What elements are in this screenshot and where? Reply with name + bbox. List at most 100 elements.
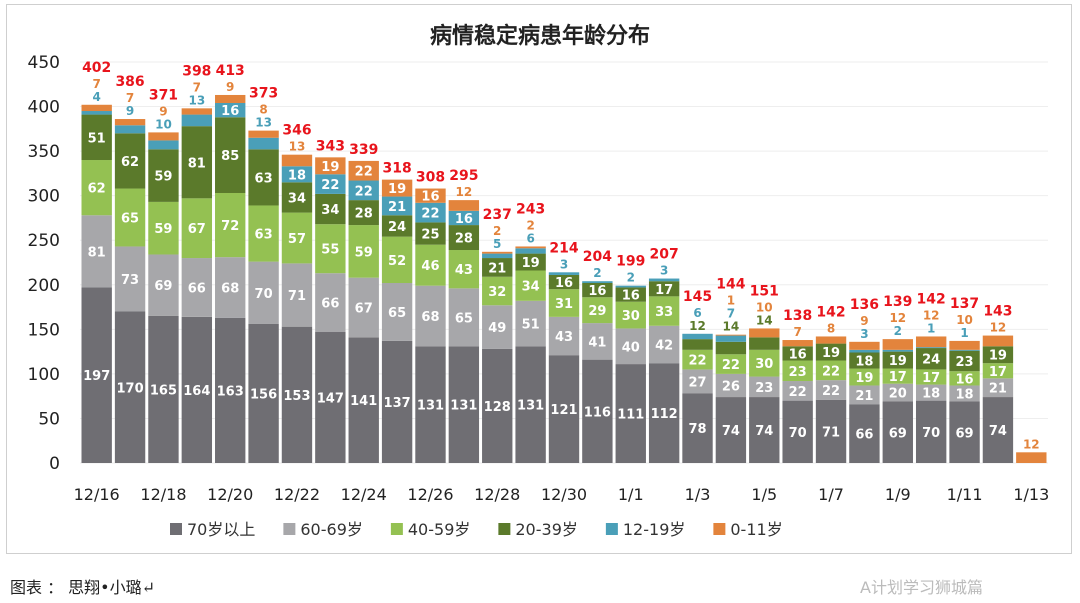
segment-label: 25 — [421, 228, 439, 243]
segment-label: 12 — [456, 185, 473, 199]
bar-segment — [815, 360, 847, 381]
bar-segment — [148, 201, 179, 255]
y-tick-label: 350 — [28, 142, 60, 162]
segment-label: 66 — [855, 428, 873, 443]
legend-label: 12-19岁 — [623, 520, 686, 539]
bar-segment — [482, 305, 513, 349]
bar-segment — [548, 272, 580, 275]
bar-segment — [148, 315, 179, 463]
x-tick-label: 12/16 — [74, 485, 120, 504]
segment-label: 111 — [617, 408, 644, 423]
segment-label: 46 — [421, 259, 439, 274]
segment-label: 18 — [922, 387, 940, 402]
bar-segment — [915, 400, 947, 463]
segment-label: 16 — [789, 347, 807, 362]
x-tick-label: 1/3 — [685, 485, 711, 504]
segment-label: 164 — [183, 384, 210, 399]
segment-label: 17 — [655, 283, 673, 298]
bar-segment — [348, 180, 379, 201]
bar-segment — [215, 94, 246, 103]
legend-swatch — [170, 523, 182, 535]
segment-label: 24 — [922, 353, 940, 368]
segment-label: 2 — [627, 271, 635, 285]
bar-segment — [515, 346, 546, 463]
segment-label: 22 — [355, 165, 373, 180]
segment-label: 3 — [560, 257, 568, 271]
segment-label: 128 — [484, 400, 511, 415]
bar-segment — [648, 296, 680, 326]
bar-segment — [381, 236, 413, 283]
segment-label: 13 — [289, 140, 306, 154]
segment-label: 18 — [855, 355, 873, 370]
segment-label: 59 — [355, 245, 373, 260]
bar-segment — [315, 157, 346, 175]
bar-segment — [315, 174, 346, 194]
legend-swatch — [390, 523, 403, 535]
segment-label: 85 — [221, 149, 239, 164]
segment-label: 3 — [860, 327, 868, 341]
bar-segment — [949, 401, 980, 463]
total-label: 204 — [583, 249, 612, 265]
bar-segment — [648, 325, 680, 364]
bar-segment — [915, 369, 947, 385]
total-label: 295 — [449, 168, 478, 184]
segment-label: 68 — [221, 281, 239, 296]
total-label: 413 — [216, 63, 245, 79]
bar-segment — [582, 297, 613, 324]
total-label: 137 — [950, 296, 979, 312]
bar-segment — [949, 371, 980, 386]
segment-label: 28 — [455, 232, 473, 247]
segment-label: 30 — [622, 309, 640, 324]
bar-segment — [415, 222, 446, 245]
segment-label: 18 — [288, 168, 306, 183]
x-tick-label: 1/11 — [947, 485, 983, 504]
bar-segment — [682, 333, 713, 340]
bar-segment — [448, 225, 480, 251]
bar-segment — [281, 326, 313, 463]
segment-label: 63 — [255, 171, 273, 186]
segment-label: 19 — [388, 182, 406, 197]
total-label: 346 — [282, 123, 311, 139]
bar-segment — [415, 244, 446, 286]
segment-label: 62 — [88, 182, 106, 197]
bar-segment — [749, 349, 780, 377]
bar-segment — [148, 140, 179, 150]
bar-segment — [982, 335, 1014, 347]
bar-segment — [181, 198, 213, 259]
bar-segment — [181, 108, 213, 115]
segment-label: 81 — [188, 156, 206, 171]
segment-label: 81 — [88, 245, 106, 260]
bar-segment — [849, 368, 880, 386]
segment-label: 7 — [193, 80, 201, 94]
segment-label: 52 — [388, 254, 406, 269]
segment-label: 22 — [688, 354, 706, 369]
bar-segment — [615, 328, 646, 365]
segment-label: 13 — [255, 116, 272, 130]
x-tick-label: 12/28 — [474, 485, 520, 504]
bar-segment — [348, 160, 379, 181]
bar-segment — [749, 337, 780, 350]
bar-segment — [348, 277, 379, 338]
bar-segment — [749, 397, 780, 463]
bar-segment — [515, 300, 546, 347]
bar-segment — [782, 340, 813, 347]
segment-label: 7 — [793, 325, 801, 339]
segment-label: 62 — [121, 155, 139, 170]
segment-label: 1 — [960, 326, 968, 340]
bar-segment — [415, 346, 446, 463]
legend-label: 0-11岁 — [730, 520, 782, 539]
total-label: 318 — [382, 161, 411, 177]
bar-segment — [215, 257, 246, 318]
bar-segment — [615, 364, 646, 463]
bar-segment — [815, 343, 847, 361]
segment-label: 19 — [889, 354, 907, 369]
bar-segment — [381, 196, 413, 216]
segment-label: 28 — [355, 207, 373, 222]
bar-segment — [415, 285, 446, 347]
segment-label: 70 — [789, 426, 807, 441]
bar-segment — [882, 349, 913, 352]
bar-segment — [482, 276, 513, 306]
segment-label: 19 — [989, 349, 1007, 364]
bar-segment — [482, 253, 513, 259]
segment-label: 8 — [827, 321, 835, 335]
